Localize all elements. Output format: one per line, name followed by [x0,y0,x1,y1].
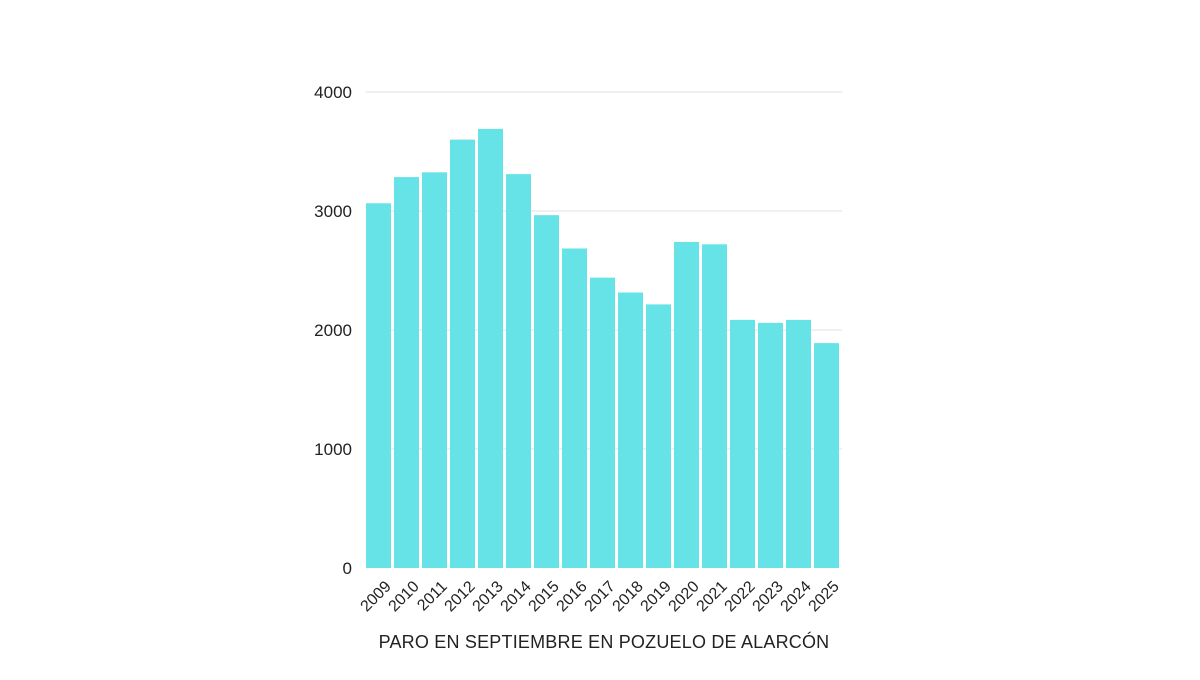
bar-2013 [478,128,503,568]
y-tick-label: 1000 [314,440,352,459]
x-tick-label: 2025 [805,578,842,615]
x-tick-label: 2012 [441,578,478,615]
x-tick-label: 2024 [777,578,814,615]
bar-2016 [562,248,587,569]
x-tick-label: 2022 [721,578,758,615]
bar-2014 [506,174,531,569]
bar-2018 [618,292,643,568]
x-tick-label: 2015 [525,578,562,615]
bar-2017 [590,277,615,568]
x-tick-label: 2021 [693,578,730,615]
x-axis-title: PARO EN SEPTIEMBRE EN POZUELO DE ALARCÓN [379,631,830,652]
bar-2022 [730,319,755,568]
bar-2015 [534,215,559,569]
bar-2011 [422,172,447,568]
y-tick-label: 0 [343,559,352,578]
bar-2009 [366,203,391,568]
bar-2025 [814,343,839,568]
bar-2010 [394,177,419,568]
bar-2023 [758,322,783,568]
y-tick-label: 3000 [314,202,352,221]
x-axis: 2009201020112012201320142015201620172018… [357,578,842,615]
bar-2020 [674,241,699,568]
x-tick-label: 2017 [581,578,618,615]
x-tick-label: 2009 [357,578,394,615]
x-tick-label: 2018 [609,578,646,615]
y-axis: 0 1000 2000 3000 4000 [314,83,352,578]
x-tick-label: 2011 [414,578,450,614]
bar-2021 [702,244,727,568]
x-tick-label: 2016 [553,578,590,615]
y-tick-label: 2000 [314,321,352,340]
bars [366,128,839,569]
x-tick-label: 2014 [497,578,534,615]
x-tick-label: 2020 [665,578,702,615]
x-tick-label: 2010 [385,578,422,615]
bar-2012 [450,139,475,568]
y-tick-label: 4000 [314,83,352,102]
x-tick-label: 2019 [637,578,674,615]
bar-2024 [786,319,811,568]
bar-2019 [646,304,671,568]
x-tick-label: 2013 [469,578,506,615]
x-tick-label: 2023 [749,578,786,615]
